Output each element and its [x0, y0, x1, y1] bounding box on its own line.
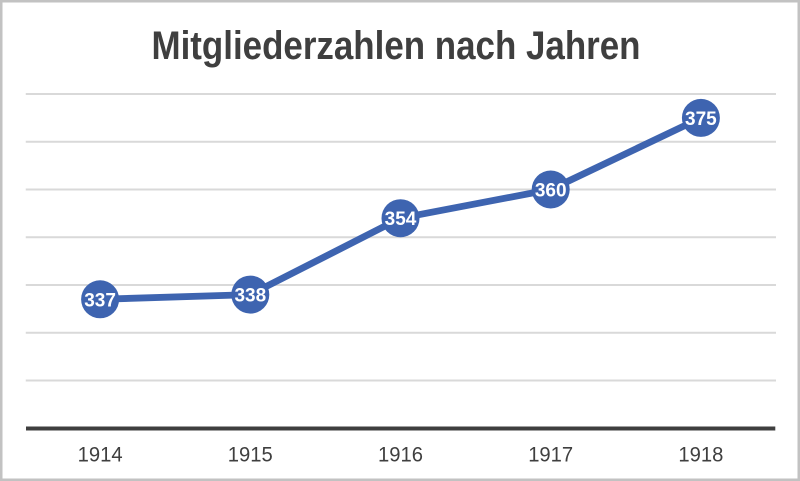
svg-text:1916: 1916 — [378, 444, 423, 467]
svg-text:354: 354 — [385, 209, 417, 230]
svg-text:375: 375 — [685, 109, 717, 130]
svg-text:338: 338 — [234, 286, 266, 307]
svg-text:1915: 1915 — [228, 444, 273, 467]
svg-text:360: 360 — [535, 181, 567, 202]
svg-text:Mitgliederzahlen nach Jahren: Mitgliederzahlen nach Jahren — [152, 24, 641, 68]
svg-text:1918: 1918 — [678, 444, 723, 467]
svg-text:1917: 1917 — [528, 444, 573, 467]
svg-text:337: 337 — [84, 290, 116, 311]
svg-text:1914: 1914 — [78, 444, 123, 467]
